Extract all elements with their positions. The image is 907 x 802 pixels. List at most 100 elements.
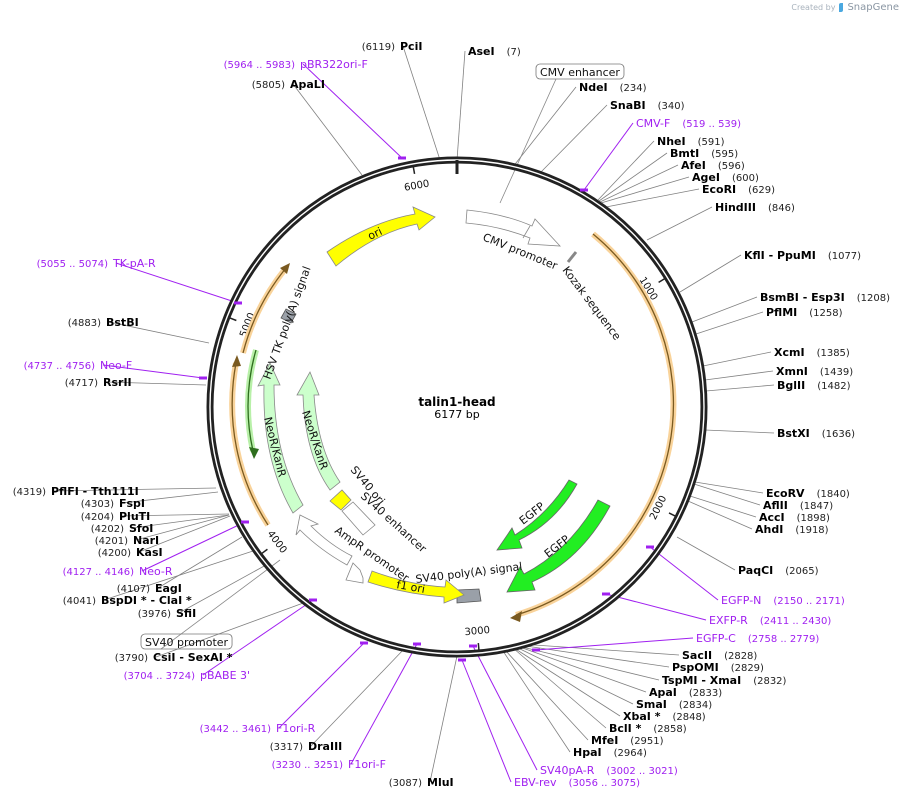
site-label[interactable]: AfeI (596): [681, 159, 745, 172]
site-label[interactable]: PflFI - Tth111I (4319): [13, 485, 139, 498]
primer-label[interactable]: pBR322ori-F (5964 .. 5983): [224, 58, 368, 71]
site-label[interactable]: RsrII (4717): [65, 376, 132, 389]
site-label[interactable]: AseI (7): [468, 45, 521, 58]
site-label[interactable]: KasI (4200): [98, 546, 163, 559]
primer-label[interactable]: CMV-F (519 .. 539): [636, 117, 741, 130]
site-position: (2833): [689, 688, 722, 699]
site-position: (3976): [138, 609, 171, 620]
site-leader-line: [519, 643, 680, 656]
site-label[interactable]: SnaBI (340): [610, 99, 685, 112]
site-label[interactable]: SmaI (2834): [636, 698, 712, 711]
feature-sv40-polya: [456, 588, 482, 604]
primer-position: (3704 .. 3724): [124, 671, 196, 682]
site-position: (4107): [117, 584, 150, 595]
site-label[interactable]: MfeI (2951): [591, 734, 664, 747]
site-label[interactable]: DraIII (3317): [270, 740, 343, 753]
site-label[interactable]: CsiI - SexAI * (3790): [115, 651, 233, 664]
tick-label: 6000: [403, 178, 430, 193]
site-position: (4201): [95, 536, 128, 547]
primer-leader-line: [461, 659, 512, 783]
primer-leader-line: [605, 593, 707, 621]
primer-label[interactable]: EBV-rev (3056 .. 3075): [514, 776, 640, 789]
site-label[interactable]: BmtI (595): [670, 147, 738, 160]
site-label[interactable]: NarI (4201): [95, 534, 159, 547]
site-label[interactable]: ApaLI (5805): [252, 78, 325, 91]
site-position: (1918): [795, 525, 828, 536]
site-label[interactable]: FspI (4303): [81, 497, 145, 510]
plasmid-name: talin1-head: [418, 395, 495, 409]
primer-label[interactable]: EGFP-C (2758 .. 2779): [696, 632, 819, 645]
site-position: (4883): [68, 318, 101, 329]
site-leader-line: [105, 381, 207, 386]
primer-name: Neo-F: [100, 359, 132, 372]
feature-callout[interactable]: CMV enhancer: [535, 63, 625, 80]
site-label[interactable]: SacII (2828): [682, 649, 757, 662]
site-label[interactable]: XmnI (1439): [776, 365, 853, 378]
site-label[interactable]: PciI (6119): [362, 40, 423, 53]
site-label[interactable]: AhdI (1918): [755, 523, 829, 536]
site-label[interactable]: HpaI (2964): [573, 746, 647, 759]
site-position: (3317): [270, 742, 303, 753]
site-label[interactable]: BsmBI - Esp3I (1208): [760, 291, 890, 304]
site-label[interactable]: XcmI (1385): [774, 346, 850, 359]
primer-leader-line: [202, 599, 314, 676]
primer-label[interactable]: EGFP-N (2150 .. 2171): [721, 594, 845, 607]
site-position: (3087): [389, 778, 422, 789]
site-leader-line: [155, 601, 307, 658]
site-name: PflFI - Tth111I: [51, 485, 139, 498]
site-name: PspOMI: [672, 661, 719, 674]
primer-label[interactable]: TK-pA-R(5055 .. 5074): [37, 257, 156, 270]
site-label[interactable]: BglII (1482): [777, 379, 851, 392]
site-leader-line: [512, 647, 607, 729]
site-label[interactable]: AgeI (600): [692, 171, 759, 184]
site-label[interactable]: SfiI (3976): [138, 607, 196, 620]
site-label[interactable]: BstBI (4883): [68, 316, 139, 329]
primer-label[interactable]: SV40pA-R (3002 .. 3021): [540, 764, 678, 777]
primer-label[interactable]: EXFP-R (2411 .. 2430): [709, 614, 831, 627]
primer-mark: [646, 545, 654, 549]
site-position: (846): [768, 203, 795, 214]
feature-egfp-1: [496, 479, 578, 551]
site-label[interactable]: HindIII (846): [715, 201, 795, 214]
primer-mark: [602, 592, 610, 596]
site-name: SacII: [682, 649, 712, 662]
backbone-ring: [206, 156, 708, 658]
site-leader-line: [599, 164, 679, 203]
site-label[interactable]: ApaI (2833): [649, 686, 722, 699]
site-label[interactable]: XbaI * (2848): [623, 710, 706, 723]
site-label[interactable]: BspDI * - ClaI * (4041): [63, 594, 192, 607]
site-name: SfoI: [129, 522, 153, 535]
site-label[interactable]: BstXI (1636): [777, 427, 855, 440]
site-label[interactable]: EagI (4107): [117, 582, 182, 595]
site-leader-line: [676, 536, 736, 571]
feature-hsv-tk-polya: [280, 308, 297, 324]
primer-position: (4127 .. 4146): [63, 567, 135, 578]
primer-mark: [458, 658, 466, 662]
site-label[interactable]: PaqCI (2065): [738, 564, 819, 577]
primer-label[interactable]: F1ori-R (3442 .. 3461): [200, 722, 316, 735]
primer-label[interactable]: pBABE 3' (3704 .. 3724): [124, 669, 251, 682]
site-label[interactable]: EcoRV (1840): [766, 487, 850, 500]
site-label[interactable]: NdeI (234): [579, 81, 647, 94]
site-label[interactable]: MluI (3087): [389, 776, 454, 789]
site-label[interactable]: AccI (1898): [759, 511, 830, 524]
site-label[interactable]: EcoRI (629): [702, 183, 775, 196]
site-label[interactable]: SfoI (4202): [91, 522, 154, 535]
site-label[interactable]: PflMI (1258): [766, 306, 843, 319]
site-label[interactable]: PluTI (4204): [81, 510, 151, 523]
site-label[interactable]: PspOMI (2829): [672, 661, 764, 674]
site-name: MluI: [427, 776, 454, 789]
site-label[interactable]: NheI (591): [657, 135, 725, 148]
site-name: PflMI: [766, 306, 797, 319]
primer-label[interactable]: Neo-F (4737 .. 4756): [24, 359, 133, 372]
site-position: (4303): [81, 499, 114, 510]
site-label[interactable]: AflII (1847): [763, 499, 833, 512]
feature-callout[interactable]: SV40 promoter: [140, 633, 233, 650]
primer-name: F1ori-R: [276, 722, 316, 735]
primer-label[interactable]: Neo-R (4127 .. 4146): [63, 565, 173, 578]
site-label[interactable]: KflI - PpuMI (1077): [744, 249, 861, 262]
site-label[interactable]: TspMI - XmaI (2832): [662, 674, 787, 687]
site-label[interactable]: BclI * (2858): [609, 722, 687, 735]
primer-name: EGFP-N: [721, 594, 761, 607]
primer-label[interactable]: F1ori-F (3230 .. 3251): [272, 758, 386, 771]
